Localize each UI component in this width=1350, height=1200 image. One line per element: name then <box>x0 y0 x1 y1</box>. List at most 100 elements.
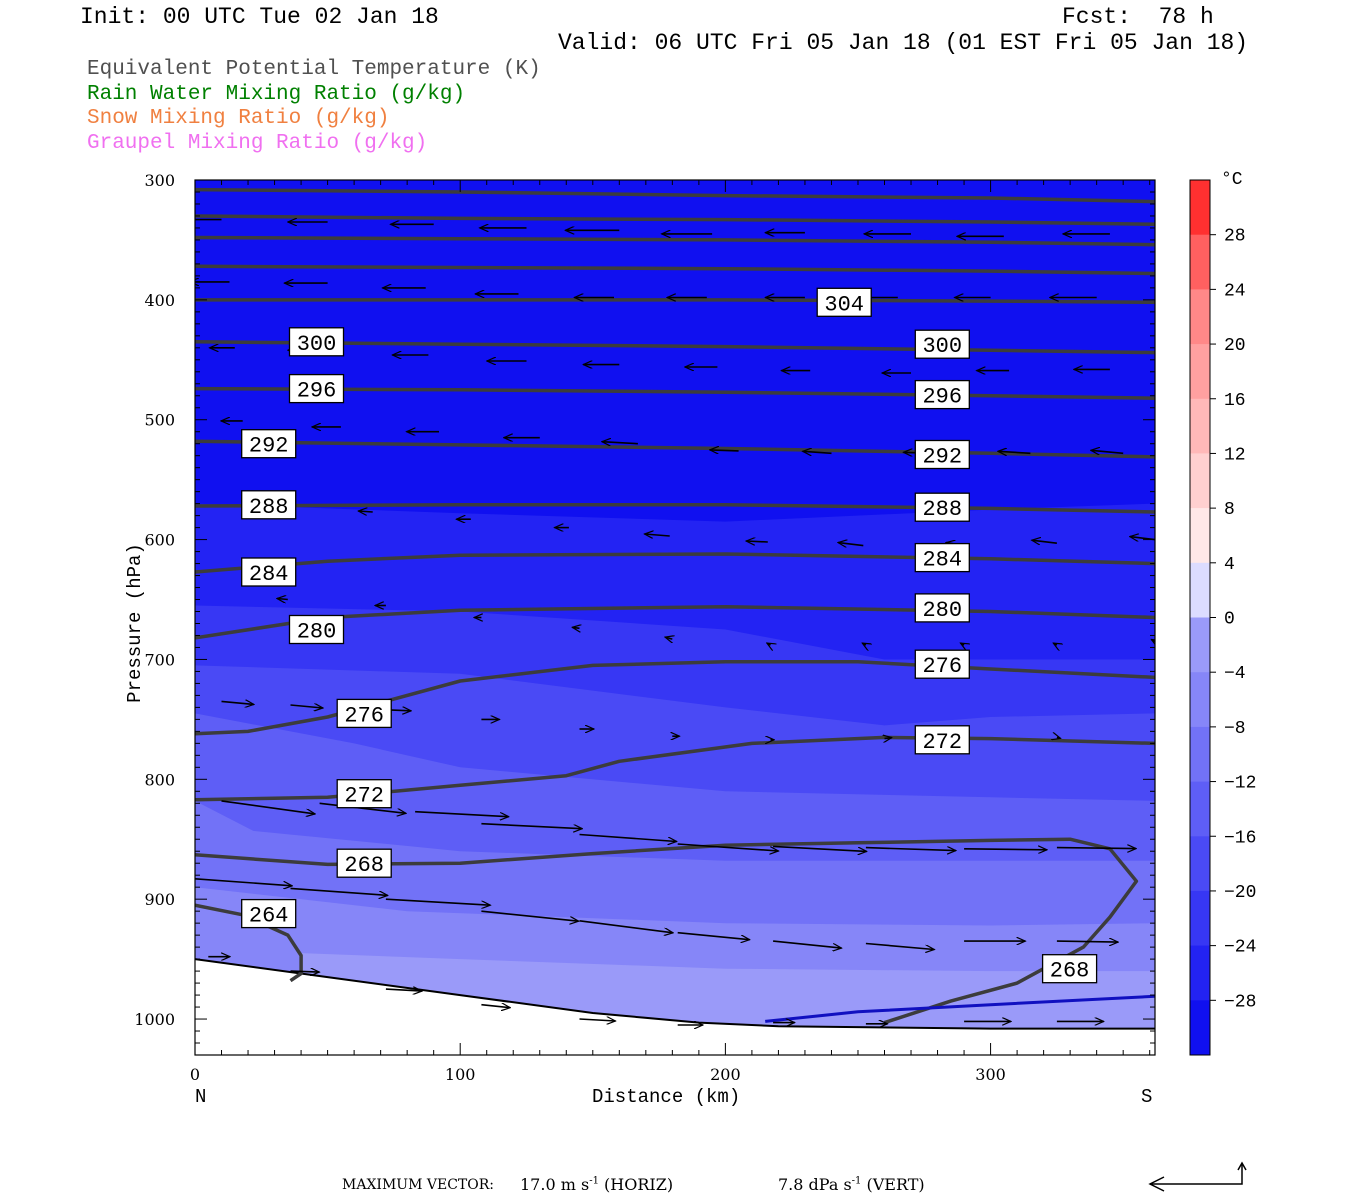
contour-label-box <box>336 698 392 729</box>
wind-arrow <box>579 920 674 933</box>
x-tick-label: 300 <box>975 1065 1006 1084</box>
contour-label: 276 <box>922 654 962 679</box>
colorbar-swatch <box>1190 726 1210 783</box>
contour-label: 288 <box>922 497 962 522</box>
wind-arrow <box>677 843 779 851</box>
vert-value: 7.8 dPa s <box>778 1175 852 1194</box>
contour-label-box <box>288 614 345 645</box>
wind-arrow <box>677 931 750 940</box>
wind-arrow <box>803 451 832 453</box>
colorbar-tick-label: −12 <box>1224 774 1256 794</box>
legend-theta-e: Equivalent Potential Temperature (K) <box>87 58 541 81</box>
contour-label-box <box>914 329 970 359</box>
wind-arrow <box>221 800 316 814</box>
colorbar-swatch <box>1190 344 1210 400</box>
wind-arrow <box>885 738 892 739</box>
contour-label: 268 <box>1050 959 1090 984</box>
theta-e-isoline <box>195 235 1155 247</box>
wind-arrow <box>665 637 672 639</box>
colorbar-swatch <box>1190 781 1210 837</box>
wind-arrow <box>602 442 638 444</box>
y-tick-label: 300 <box>144 171 175 190</box>
colorbar-swatch <box>1190 180 1210 236</box>
x-tick-label: 200 <box>710 1065 741 1084</box>
horiz-unit: (HORIZ) <box>598 1175 674 1194</box>
colorbar-swatch <box>1190 836 1210 892</box>
colorbar-swatch <box>1190 562 1210 618</box>
wind-arrow <box>195 878 292 886</box>
contour-label-box <box>288 373 345 404</box>
theta-e-isoline <box>195 187 1155 204</box>
plot-frame <box>194 179 1156 1056</box>
theta-e-isoline <box>195 386 1155 400</box>
colorbar-swatch <box>1190 1000 1210 1056</box>
wind-arrow <box>1032 540 1057 543</box>
colorbar-swatch <box>1190 617 1210 673</box>
contour-label: 268 <box>344 853 384 878</box>
legend-snow: Snow Mixing Ratio (g/kg) <box>87 107 390 130</box>
wind-arrow <box>481 910 578 921</box>
vert-unit: (VERT) <box>861 1175 925 1194</box>
legend-rain: Rain Water Mixing Ratio (g/kg) <box>87 83 466 106</box>
wind-arrow <box>385 989 422 991</box>
valid-time: Valid: 06 UTC Fri 05 Jan 18 (01 EST Fri … <box>558 30 1249 56</box>
wind-arrow <box>290 705 323 708</box>
contour-label-box <box>914 379 970 410</box>
theta-e-isoline <box>195 552 1155 574</box>
wind-arrow <box>385 898 490 905</box>
colorbar-swatch <box>1190 289 1210 345</box>
colorbar-swatch <box>1190 508 1210 564</box>
y-tick-label: 900 <box>144 890 175 909</box>
colorbar-unit: °C <box>1221 170 1243 190</box>
wind-arrow <box>862 643 866 645</box>
contour-label-box <box>914 593 970 623</box>
init-time: Init: 00 UTC Tue 02 Jan 18 <box>80 4 439 30</box>
wind-arrow <box>865 942 934 950</box>
contour-label: 272 <box>344 784 384 809</box>
colorbar-swatch <box>1190 453 1210 509</box>
contour-label: 276 <box>344 703 384 728</box>
wind-arrow <box>1053 643 1057 645</box>
wind-arrow <box>290 887 388 895</box>
contour-label-box <box>1041 954 1098 984</box>
wind-arrow <box>481 1005 510 1008</box>
wind-arrow <box>358 511 373 512</box>
legend-graupel: Graupel Mixing Ratio (g/kg) <box>87 132 428 155</box>
theta-e-isoline <box>195 264 1155 276</box>
contour-label-box <box>914 542 970 573</box>
theta-e-isoline <box>195 298 1155 305</box>
y-axis-title: Pressure (hPa) <box>124 543 146 703</box>
theta-e-isoline <box>195 439 1155 459</box>
contour-label-box <box>914 725 970 755</box>
wind-arrow <box>221 701 254 704</box>
x-tick-label: 100 <box>445 1065 476 1084</box>
colorbar-swatch <box>1190 890 1210 947</box>
contour-label: 284 <box>249 562 289 587</box>
contour-label: 272 <box>922 730 962 755</box>
contour-label: 292 <box>922 445 962 470</box>
x-tick-label: 0 <box>190 1065 200 1084</box>
max-vector-vertical: 7.8 dPa s-1 (VERT) <box>778 1175 925 1194</box>
colorbar-swatch <box>1190 672 1210 728</box>
wind-arrow <box>481 822 582 829</box>
x-axis-left-end: N <box>195 1086 207 1108</box>
contour-label-box <box>914 649 970 679</box>
x-axis-title: Distance (km) <box>592 1086 741 1108</box>
terrain-line <box>195 958 1155 1030</box>
theta-e-isoline <box>195 503 1155 514</box>
wind-arrow <box>645 534 670 536</box>
max-vector-horizontal: 17.0 m s-1 (HORIZ) <box>520 1175 673 1194</box>
contour-label-box <box>288 327 345 357</box>
contour-label: 264 <box>249 904 289 929</box>
contour-label-box <box>336 848 392 878</box>
contour-label-box <box>816 287 872 317</box>
wind-arrow <box>767 643 771 645</box>
colorbar-tick-label: 20 <box>1224 336 1246 356</box>
colorbar-tick-label: 12 <box>1224 445 1246 465</box>
y-tick-label: 600 <box>144 531 175 550</box>
wind-arrow <box>998 451 1031 453</box>
vert-exponent: -1 <box>851 1175 862 1187</box>
theta-e-isoline <box>195 340 1155 355</box>
contour-label: 296 <box>297 379 337 404</box>
